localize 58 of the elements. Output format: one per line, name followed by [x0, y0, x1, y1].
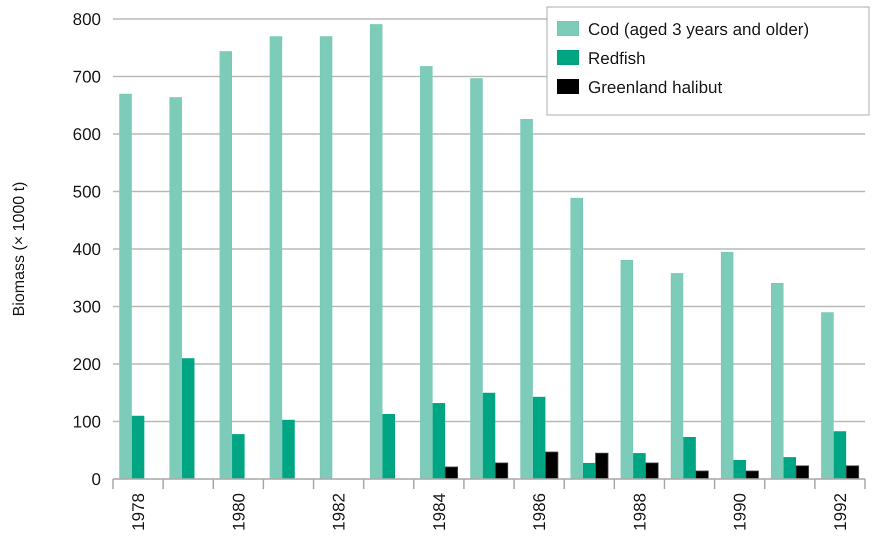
x-tick-label: 1988	[630, 493, 650, 531]
bar	[220, 51, 232, 479]
bar	[320, 36, 332, 479]
y-tick-label: 100	[72, 412, 101, 432]
legend-label: Cod (aged 3 years and older)	[588, 20, 810, 39]
bar	[645, 462, 659, 480]
y-axis-title: Biomass (× 1000 t)	[11, 182, 28, 316]
bar	[494, 462, 508, 480]
bar	[482, 392, 496, 479]
bar	[784, 457, 796, 479]
x-tick-label: 1990	[730, 493, 750, 531]
bar	[796, 465, 809, 480]
y-tick-label: 600	[72, 124, 101, 144]
x-tick-label: 1982	[330, 493, 349, 531]
bar	[520, 119, 533, 479]
bar	[846, 465, 860, 480]
bar	[270, 36, 282, 479]
bar	[232, 434, 245, 479]
bar	[620, 260, 634, 479]
y-tick-label: 500	[72, 182, 101, 202]
bar	[119, 94, 132, 479]
x-tick-label: 1978	[129, 493, 148, 531]
x-tick-label: 1980	[229, 493, 248, 531]
bar	[545, 452, 558, 480]
bar	[444, 466, 458, 480]
bar	[720, 252, 734, 479]
bar	[683, 437, 696, 479]
bar	[382, 414, 395, 479]
y-tick-label: 300	[72, 297, 101, 316]
y-tick-label: 0	[92, 470, 101, 489]
bar	[420, 66, 433, 479]
x-tick-label: 1986	[530, 493, 550, 531]
bar	[169, 97, 182, 479]
bar	[132, 416, 144, 479]
bar	[746, 470, 759, 480]
bar	[821, 312, 834, 479]
bar	[633, 453, 646, 479]
bar	[432, 403, 446, 479]
bar	[470, 78, 483, 479]
bar	[595, 452, 608, 480]
bar	[733, 460, 746, 479]
x-tick-label: 1984	[430, 493, 449, 531]
y-tick-label: 200	[72, 354, 101, 374]
bar	[771, 282, 784, 479]
y-tick-label: 400	[72, 240, 101, 259]
legend-label: Redfish	[588, 48, 646, 68]
y-tick-label: 800	[72, 10, 101, 29]
y-tick-label: 700	[72, 67, 101, 86]
bar	[282, 420, 295, 479]
bar	[583, 462, 596, 479]
bar	[670, 273, 684, 479]
bar	[370, 24, 382, 479]
legend-label: Greenland halibut	[588, 78, 722, 97]
bar	[570, 198, 583, 479]
bar	[182, 358, 194, 479]
x-tick-label: 1992	[830, 493, 850, 531]
bar	[532, 396, 546, 479]
bar	[834, 431, 846, 479]
